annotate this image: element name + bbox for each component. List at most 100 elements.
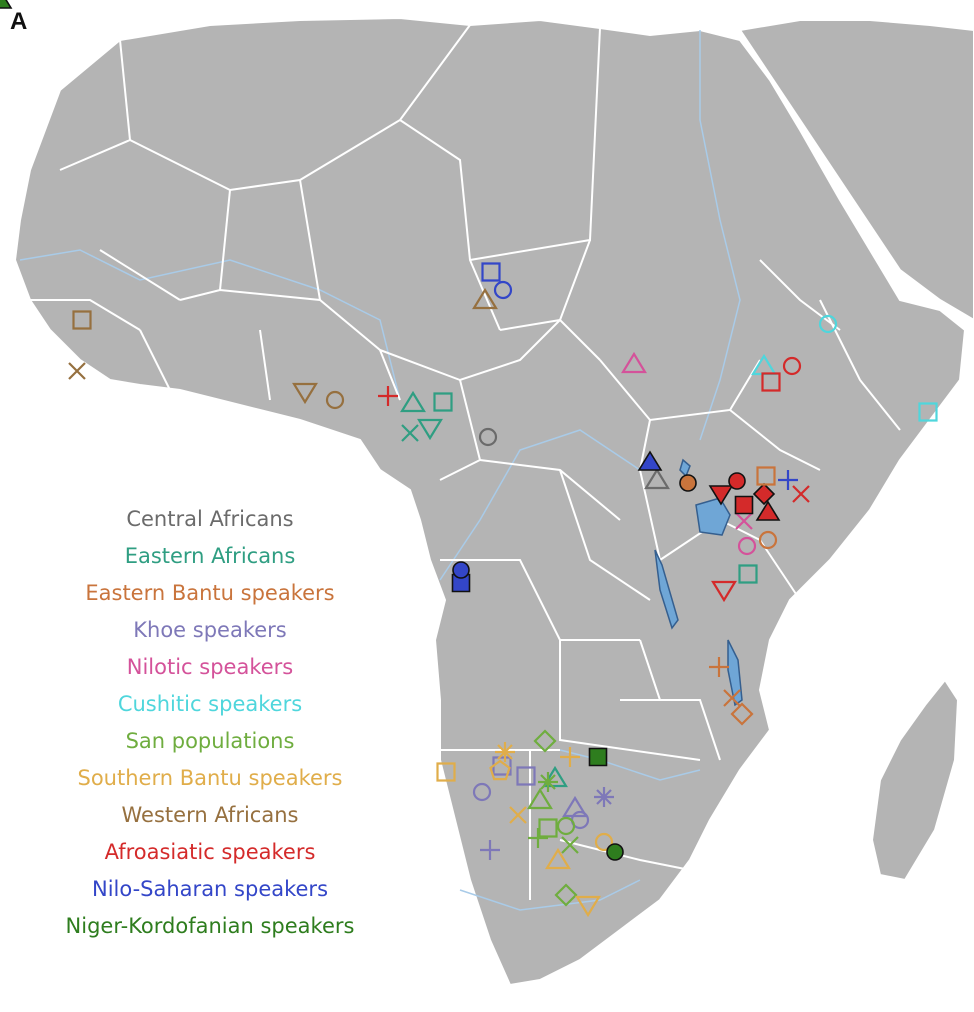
country-border (729, 409, 821, 471)
sample-markers (0, 0, 938, 918)
legend-item-khoe: Khoe speakers (133, 618, 287, 642)
lake (654, 549, 679, 630)
legend-item-central: Central Africans (126, 507, 294, 531)
country-border (139, 329, 171, 391)
river (439, 429, 641, 581)
sample-marker-san-star (538, 772, 558, 792)
sample-marker-nilosaharan-circle (493, 280, 513, 300)
sample-marker-sbantu-x (509, 806, 527, 824)
sample-marker-eastern-x (401, 424, 419, 442)
country-border (599, 359, 761, 422)
sample-marker-western-x (68, 362, 86, 380)
sample-marker-central-triangle (644, 467, 670, 490)
sample-marker-western-circle (325, 390, 345, 410)
country-border (379, 319, 561, 382)
country-border (559, 839, 691, 871)
country-border (499, 319, 561, 331)
sample-marker-ebantu-circle (679, 474, 697, 492)
sample-marker-afroasiatic-circle (728, 472, 746, 490)
sample-marker-eastern-triangle (542, 765, 568, 788)
arabian-peninsula (738, 19, 974, 322)
sample-marker-nilotic-x (735, 512, 753, 530)
sample-marker-sbantu-down-triangle (575, 895, 601, 918)
sample-marker-ebantu-diamond (730, 702, 754, 726)
sample-marker-khoe-circle (472, 782, 492, 802)
sample-marker-khoe-plus (480, 840, 500, 860)
map-border-layer (30, 24, 901, 900)
country-border (440, 559, 640, 641)
legend-item-western: Western Africans (121, 803, 299, 827)
legend-item-nigerkordofanian: Niger-Kordofanian speakers (65, 914, 355, 938)
sample-marker-san-square (538, 818, 558, 838)
sample-marker-nigerkordofanian-circle (606, 843, 624, 861)
legend-item-ebantu: Eastern Bantu speakers (85, 581, 335, 605)
sample-marker-eastern-down-triangle (417, 418, 443, 441)
lake (695, 497, 731, 536)
panel-label: A (10, 8, 28, 35)
country-border (620, 699, 721, 761)
madagascar (870, 678, 960, 882)
country-border (559, 469, 651, 601)
sample-marker-afroasiatic-plus (378, 386, 398, 406)
sample-marker-ebantu-circle (758, 530, 778, 550)
sample-marker-khoe-square (516, 766, 536, 786)
sample-marker-central-circle (478, 427, 498, 447)
sample-marker-sbantu-circle (594, 832, 614, 852)
legend-item-san: San populations (125, 729, 295, 753)
sample-marker-cushitic-circle (818, 314, 838, 334)
country-border (819, 299, 901, 431)
sample-marker-nilosaharan-square (481, 262, 501, 282)
lake (727, 639, 743, 707)
legend-item-eastern: Eastern Africans (124, 544, 296, 568)
sample-marker-nilotic-circle (737, 536, 757, 556)
sample-marker-sbantu-star (495, 742, 515, 762)
sample-marker-eastern-square (433, 392, 453, 412)
sample-marker-san-diamond (554, 883, 578, 907)
sample-marker-afroasiatic-down-triangle (711, 580, 737, 603)
sample-marker-western-down-triangle (292, 382, 318, 405)
sample-marker-nilosaharan-plus (778, 470, 798, 490)
river (699, 30, 741, 441)
sample-marker-san-diamond (533, 729, 557, 753)
country-border (639, 639, 661, 701)
country-border (759, 259, 841, 331)
sample-marker-san-x (561, 836, 579, 854)
legend-item-nilotic: Nilotic speakers (126, 655, 294, 679)
sample-marker-nigerkordofanian-square (588, 747, 608, 767)
country-border (259, 329, 271, 401)
sample-marker-sbantu-pentagon (489, 759, 511, 781)
country-border (30, 299, 141, 331)
sample-marker-nigerkordofanian-triangle (0, 0, 13, 9)
sample-marker-afroasiatic-circle (782, 356, 802, 376)
sample-marker-afroasiatic-square (734, 495, 754, 515)
sample-marker-afroasiatic-triangle (755, 500, 781, 521)
sample-marker-san-circle (556, 816, 576, 836)
sample-marker-afroasiatic-square (761, 372, 781, 392)
sample-marker-afroasiatic-x (792, 485, 810, 503)
map-water-layer (19, 30, 741, 911)
legend-item-afroasiatic: Afroasiatic speakers (104, 840, 316, 864)
sample-marker-ebantu-square (756, 466, 776, 486)
sample-marker-san-triangle (527, 787, 553, 810)
sample-marker-western-square (72, 310, 92, 330)
country-border (559, 640, 701, 761)
country-border (299, 179, 321, 301)
country-border (659, 518, 801, 601)
country-border (99, 249, 181, 301)
sample-marker-khoe-triangle (562, 795, 588, 818)
country-border (399, 119, 501, 331)
sample-marker-afroasiatic-down-triangle (708, 485, 734, 506)
sample-marker-ebantu-x (723, 689, 741, 707)
sample-marker-sbantu-square (436, 762, 456, 782)
sample-marker-eastern-triangle (400, 390, 426, 413)
sample-marker-san-plus (528, 828, 548, 848)
river (19, 249, 401, 401)
sample-marker-cushitic-square (918, 402, 938, 422)
sample-marker-nilosaharan-triangle (637, 450, 663, 471)
sample-marker-nilosaharan-circle (452, 561, 470, 579)
sample-marker-western-triangle (472, 287, 498, 310)
sample-marker-sbantu-plus (560, 747, 580, 767)
country-border (179, 288, 401, 401)
legend-item-sbantu: Southern Bantu speakers (77, 766, 343, 790)
